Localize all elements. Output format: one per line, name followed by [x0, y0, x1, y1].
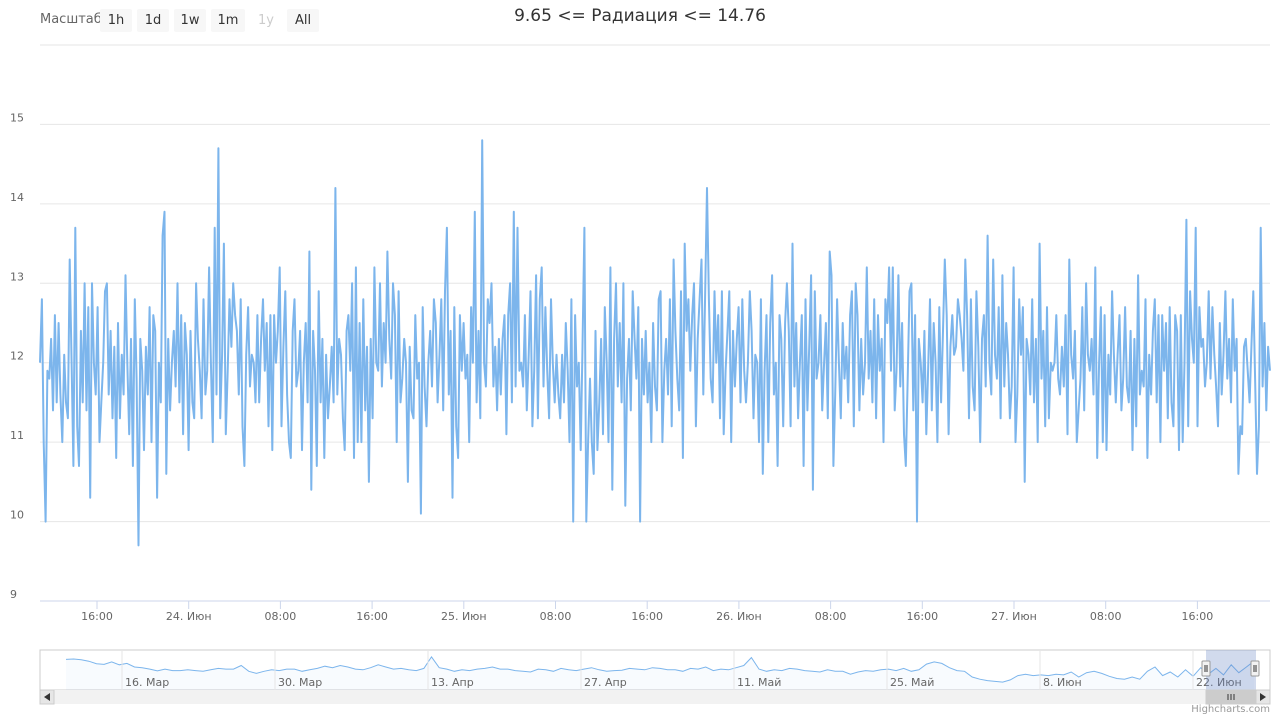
y-tick-label: 9 — [10, 588, 17, 601]
navigator-tick-label: 27. Апр — [584, 676, 627, 689]
y-tick-label: 10 — [10, 509, 24, 522]
x-tick-label: 08:00 — [540, 610, 572, 623]
x-tick-label: 24. Июн — [166, 610, 212, 623]
range-button-1w[interactable]: 1w — [174, 9, 206, 32]
credits-link[interactable]: Highcharts.com — [1191, 704, 1270, 715]
x-tick-label: 08:00 — [1090, 610, 1122, 623]
chevron-left-icon — [44, 693, 50, 701]
x-tick-label: 08:00 — [265, 610, 297, 623]
navigator-tick-label: 16. Мар — [125, 676, 169, 689]
x-tick-label: 16:00 — [81, 610, 113, 623]
x-axis: 16:00 24. Июн 08:00 16:00 25. Июн 08:00 16:00 2… — [40, 600, 1270, 623]
navigator-handle[interactable] — [1201, 660, 1211, 677]
range-button-1m[interactable]: 1m — [211, 9, 245, 32]
x-tick-label: 27. Июн — [991, 610, 1037, 623]
range-button-1y[interactable]: 1y — [250, 9, 282, 32]
navigator-tick-label: 22. Июн — [1196, 676, 1242, 689]
x-tick-label: 16:00 — [356, 610, 388, 623]
series-line — [39, 139, 1271, 547]
scrollbar-track — [40, 690, 1270, 704]
navigator-series — [65, 656, 1255, 683]
y-tick-label: 11 — [10, 429, 24, 442]
range-button-1h[interactable]: 1h — [100, 9, 132, 32]
range-selector-label: Масштаб — [40, 12, 102, 27]
x-tick-label: 16:00 — [631, 610, 663, 623]
range-button-1d[interactable]: 1d — [137, 9, 169, 32]
navigator-tick-label: 11. Май — [737, 676, 781, 689]
navigator-selection — [1206, 650, 1256, 690]
x-tick-label: 16:00 — [906, 610, 938, 623]
x-tick-label: 16:00 — [1182, 610, 1214, 623]
navigator-tick-label: 13. Апр — [431, 676, 474, 689]
series-plot-area[interactable] — [39, 139, 1271, 547]
range-button-all[interactable]: All — [287, 9, 319, 32]
navigator[interactable]: 16. Мар 30. Мар 13. Апр 27. Апр 11. Май 25. М… — [39, 649, 1271, 691]
navigator-tick-label: 30. Мар — [278, 676, 322, 689]
y-axis: 9 10 11 12 13 14 15 — [10, 111, 24, 601]
y-tick-label: 12 — [10, 350, 24, 363]
navigator-area — [66, 656, 1254, 690]
x-tick-label: 08:00 — [815, 610, 847, 623]
scrollbar[interactable] — [39, 689, 1271, 705]
navigator-handle[interactable] — [1250, 660, 1260, 677]
y-tick-label: 13 — [10, 270, 24, 283]
x-tick-label: 25. Июн — [441, 610, 487, 623]
navigator-tick-label: 8. Июн — [1043, 676, 1082, 689]
chevron-right-icon — [1260, 693, 1266, 701]
y-tick-label: 14 — [10, 191, 24, 204]
x-tick-label: 26. Июн — [716, 610, 762, 623]
y-tick-label: 15 — [10, 111, 24, 124]
chart-title: 9.65 <= Радиация <= 14.76 — [514, 6, 766, 26]
navigator-tick-label: 25. Май — [890, 676, 934, 689]
